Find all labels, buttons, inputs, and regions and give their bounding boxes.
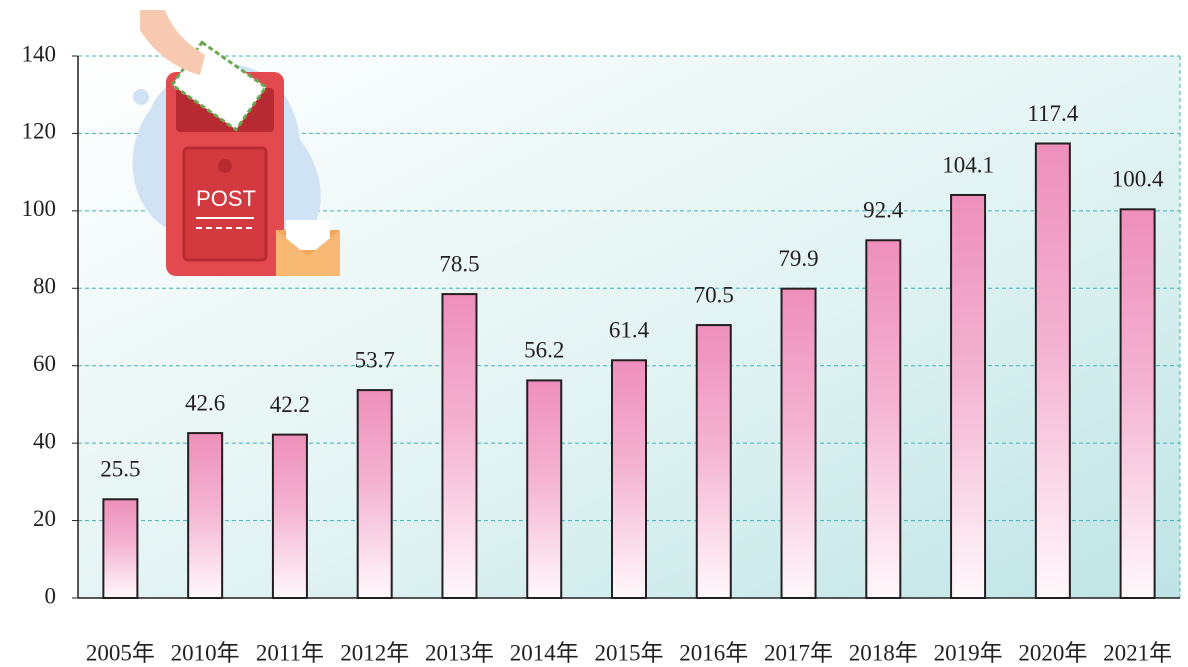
y-tick-label: 80 <box>33 274 56 299</box>
x-tick-label: 2016年 <box>679 640 748 665</box>
data-label: 61.4 <box>609 318 650 343</box>
bar <box>1121 209 1155 598</box>
y-tick-label: 100 <box>22 196 57 221</box>
x-tick-label: 2012年 <box>340 640 409 665</box>
data-label: 117.4 <box>1027 101 1078 126</box>
chart: POST 0 20 40 60 80 100 120 140 2005年 25.5 2010年 42.… <box>0 0 1188 667</box>
bar <box>782 289 816 598</box>
data-label: 70.5 <box>694 282 734 307</box>
y-tick-label: 0 <box>45 583 57 608</box>
data-label: 92.4 <box>863 198 904 223</box>
x-tick-label: 2013年 <box>425 640 494 665</box>
bar <box>612 360 646 598</box>
x-tick-label: 2020年 <box>1018 640 1087 665</box>
data-label: 25.5 <box>100 457 140 482</box>
x-tick-label: 2019年 <box>934 640 1003 665</box>
x-tick-label: 2021年 <box>1103 640 1172 665</box>
x-tick-label: 2011年 <box>256 640 324 665</box>
x-tick-label: 2005年 <box>86 640 155 665</box>
bar <box>358 390 392 598</box>
data-label: 104.1 <box>942 152 994 177</box>
y-tick-label: 140 <box>22 41 57 66</box>
y-tick-label: 60 <box>33 351 56 376</box>
bar <box>697 325 731 598</box>
x-tick-label: 2015年 <box>595 640 664 665</box>
bar <box>442 294 476 598</box>
x-tick-label: 2017年 <box>764 640 833 665</box>
data-label: 78.5 <box>439 251 479 276</box>
data-label: 79.9 <box>778 246 818 271</box>
mailbox-lock <box>218 159 232 173</box>
bar <box>1036 143 1070 598</box>
illustration-dot <box>133 89 149 105</box>
data-label: 56.2 <box>524 338 564 363</box>
y-tick-label: 40 <box>33 428 56 453</box>
bar <box>273 435 307 598</box>
bar <box>188 433 222 598</box>
data-label: 100.4 <box>1112 167 1164 192</box>
bar <box>103 499 137 598</box>
x-tick-label: 2010年 <box>171 640 240 665</box>
bar <box>527 380 561 598</box>
data-label: 53.7 <box>355 347 395 372</box>
bar <box>866 240 900 598</box>
x-tick-label: 2018年 <box>849 640 918 665</box>
data-label: 42.2 <box>270 392 310 417</box>
bar <box>951 195 985 598</box>
y-tick-label: 20 <box>33 506 56 531</box>
x-tick-label: 2014年 <box>510 640 579 665</box>
mailbox-label: POST <box>196 186 256 211</box>
data-label: 42.6 <box>185 390 225 415</box>
y-tick-label: 120 <box>22 119 57 144</box>
